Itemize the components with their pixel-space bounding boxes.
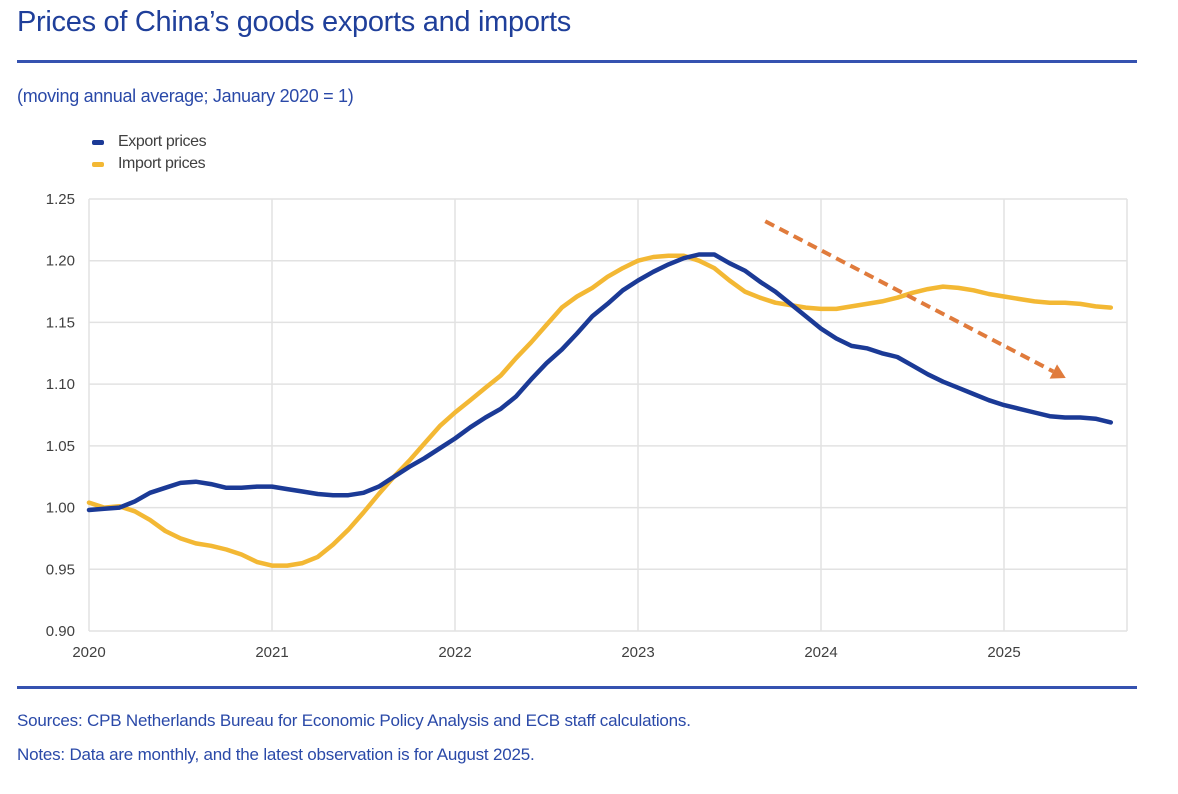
y-tick-label: 1.25: [46, 191, 75, 208]
legend-swatch-export: [92, 139, 104, 145]
x-axis-ticks: 2020 2021 2022 2023 2024 2025: [72, 644, 1020, 661]
legend: Export prices Import prices: [92, 131, 207, 175]
sources-note: Sources: CPB Netherlands Bureau for Econ…: [17, 711, 691, 730]
x-tick-label: 2024: [804, 644, 837, 661]
x-tick-label: 2022: [438, 644, 471, 661]
y-tick-label: 1.15: [46, 314, 75, 331]
notes-text: Notes: Data are monthly, and the latest …: [17, 745, 535, 764]
y-tick-label: 1.00: [46, 500, 75, 517]
legend-item-import: Import prices: [92, 153, 206, 175]
x-tick-label: 2021: [255, 644, 288, 661]
x-tick-label: 2025: [987, 644, 1020, 661]
x-tick-label: 2020: [72, 644, 105, 661]
legend-label-export: Export prices: [118, 133, 207, 150]
legend-label-import: Import prices: [118, 155, 206, 172]
trend-arrow-shaft: [764, 219, 1055, 374]
footer-rule: [17, 686, 1137, 689]
y-tick-label: 0.90: [46, 623, 75, 640]
y-axis-ticks: 0.90 0.95 1.00 1.05 1.10 1.15 1.20 1.25: [46, 191, 75, 640]
y-tick-label: 0.95: [46, 561, 75, 578]
legend-swatch-import: [92, 161, 104, 167]
export-prices-line: [86, 252, 1114, 513]
gridlines: [88, 198, 1128, 632]
series-lines: [86, 252, 1114, 568]
legend-item-export: Export prices: [92, 131, 207, 153]
chart-subtitle: (moving annual average; January 2020 = 1…: [17, 86, 354, 106]
trend-arrow: [764, 219, 1066, 379]
x-tick-label: 2023: [621, 644, 654, 661]
y-tick-label: 1.10: [46, 376, 75, 393]
y-tick-label: 1.05: [46, 438, 75, 455]
line-chart: 0.900.951.001.051.101.151.201.25 2020 202…: [46, 191, 1128, 661]
title-rule: [17, 60, 1137, 63]
trend-arrow-head-icon: [1049, 364, 1066, 379]
chart-title: Prices of China’s goods exports and impo…: [17, 6, 571, 38]
y-tick-label: 1.20: [46, 253, 75, 270]
import-prices-line: [86, 253, 1114, 568]
